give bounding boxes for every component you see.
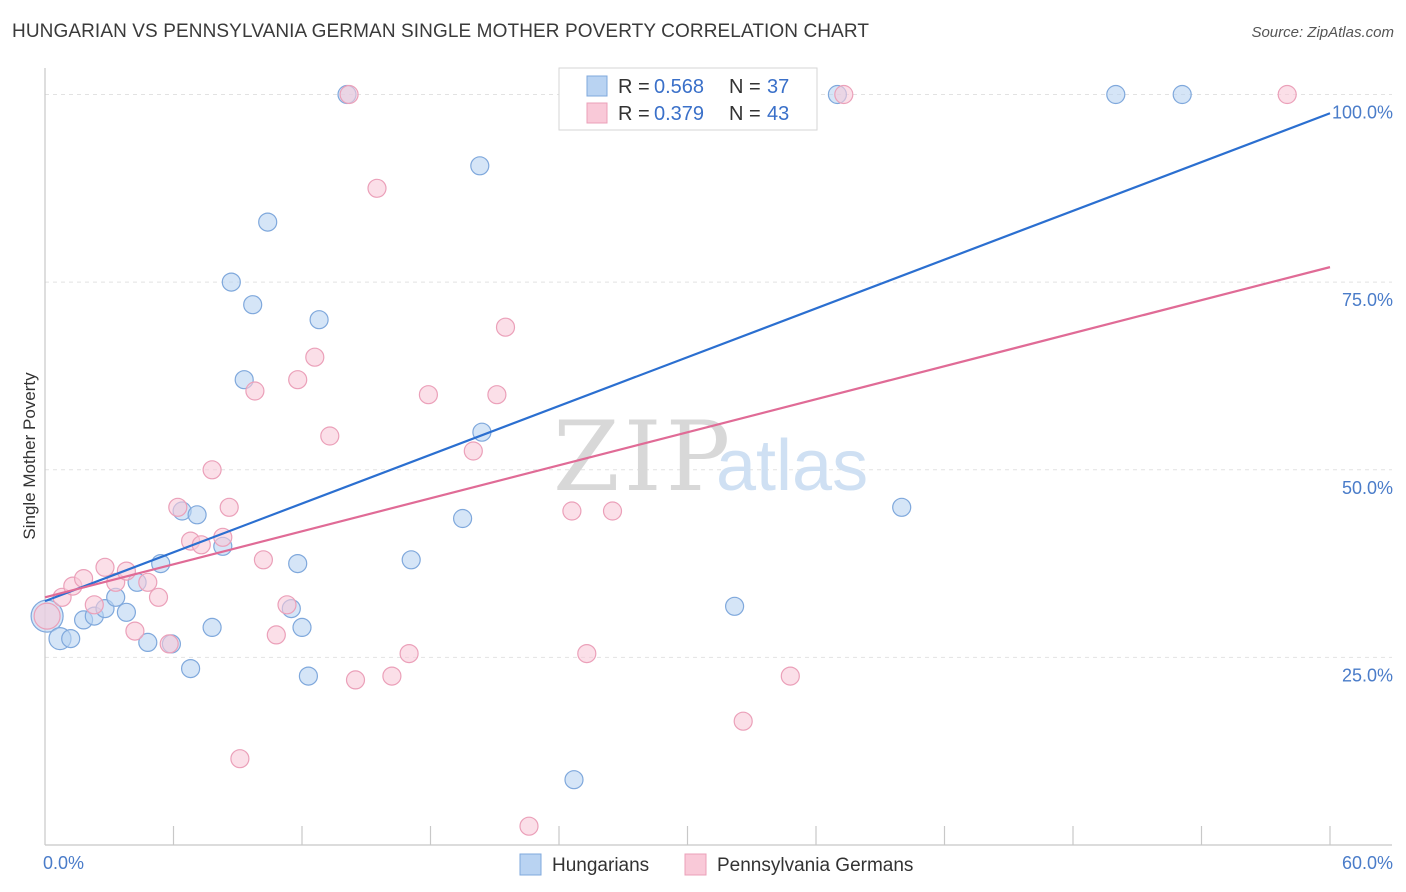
data-point-hungarians (138, 632, 158, 653)
data-point-pennsylvania-germans (33, 602, 61, 630)
data-point-pennsylvania-germans (339, 84, 359, 105)
data-point-pennsylvania-germans (159, 634, 179, 654)
data-point-pennsylvania-germans (125, 621, 145, 641)
data-point-hungarians (564, 770, 584, 790)
data-point-hungarians (470, 156, 490, 176)
data-points (30, 84, 1297, 836)
watermark-zip: ZIP (553, 401, 734, 513)
data-point-hungarians (221, 272, 241, 292)
data-point-pennsylvania-germans (277, 595, 297, 615)
legend-swatch-pennsylvania-germans (586, 102, 608, 124)
data-point-hungarians (258, 212, 278, 232)
y-axis-title: Single Mother Poverty (20, 372, 39, 540)
legend-box: R = 0.568 N = 37 R = 0.379 N = 43 (558, 67, 818, 131)
x-tick-label-max: 60.0% (1342, 853, 1393, 873)
gridlines (45, 94, 1392, 658)
bottom-legend-label-hungarians: Hungarians (552, 855, 649, 876)
legend-r-value-pennsylvania-germans: 0.379 (654, 103, 704, 125)
legend-swatch-hungarians (586, 75, 608, 97)
data-point-hungarians (309, 310, 329, 330)
data-point-pennsylvania-germans (148, 587, 169, 607)
bottom-legend-swatch-pennsylvania-germans (684, 853, 707, 876)
bottom-legend-swatch-hungarians (519, 853, 542, 876)
data-point-hungarians (202, 617, 222, 638)
data-point-hungarians (1106, 84, 1126, 105)
legend-n-label-hungarians: N = (729, 76, 761, 98)
legend-r-label-hungarians: R = (618, 76, 650, 98)
data-point-pennsylvania-germans (288, 370, 308, 390)
data-point-pennsylvania-germans (780, 666, 800, 686)
x-tick-label-min: 0.0% (43, 853, 84, 873)
watermark-atlas: atlas (716, 426, 868, 506)
tick-labels: 25.0% 50.0% 75.0% 100.0% 0.0% 60.0% (43, 103, 1393, 873)
data-point-pennsylvania-germans (495, 317, 516, 337)
data-point-pennsylvania-germans (519, 816, 539, 836)
data-point-pennsylvania-germans (168, 497, 188, 517)
data-point-hungarians (298, 666, 318, 686)
legend-n-value-hungarians: 37 (767, 76, 789, 98)
data-point-pennsylvania-germans (345, 670, 366, 690)
y-tick-label: 100.0% (1332, 103, 1393, 123)
data-point-hungarians (116, 602, 137, 622)
data-point-pennsylvania-germans (230, 749, 250, 769)
data-point-pennsylvania-germans (602, 501, 623, 521)
data-point-pennsylvania-germans (562, 501, 582, 521)
data-point-hungarians (892, 497, 912, 517)
bottom-legend: Hungarians Pennsylvania Germans (519, 853, 913, 876)
data-point-hungarians (61, 628, 81, 649)
data-point-pennsylvania-germans (138, 572, 158, 592)
trend-line-hungarians (44, 112, 1331, 603)
data-point-hungarians (724, 596, 745, 616)
watermark: ZIP atlas (553, 401, 868, 513)
bottom-legend-label-pennsylvania-germans: Pennsylvania Germans (717, 855, 913, 876)
data-point-pennsylvania-germans (463, 441, 483, 461)
y-tick-label: 25.0% (1342, 665, 1393, 685)
data-point-pennsylvania-germans (1277, 84, 1297, 105)
data-point-pennsylvania-germans (418, 385, 438, 405)
data-point-pennsylvania-germans (577, 643, 597, 664)
y-tick-label: 75.0% (1342, 290, 1393, 310)
data-point-hungarians (187, 505, 207, 525)
data-point-pennsylvania-germans (382, 666, 402, 686)
data-point-pennsylvania-germans (834, 84, 854, 105)
legend-r-value-hungarians: 0.568 (654, 76, 704, 98)
data-point-pennsylvania-germans (487, 385, 507, 405)
data-point-pennsylvania-germans (95, 557, 115, 577)
legend-n-value-pennsylvania-germans: 43 (767, 103, 789, 125)
chart-title: HUNGARIAN VS PENNSYLVANIA GERMAN SINGLE … (12, 21, 870, 42)
data-point-pennsylvania-germans (305, 347, 325, 367)
legend-r-label-pennsylvania-germans: R = (618, 103, 650, 125)
data-point-hungarians (1172, 84, 1192, 105)
data-point-pennsylvania-germans (219, 497, 239, 517)
data-point-hungarians (181, 658, 201, 679)
trend-line-pennsylvania-germans (44, 266, 1331, 599)
data-point-pennsylvania-germans (399, 643, 419, 664)
data-point-hungarians (401, 550, 421, 570)
data-point-hungarians (453, 508, 473, 529)
data-point-pennsylvania-germans (245, 381, 265, 401)
data-point-pennsylvania-germans (84, 595, 104, 615)
chart-source: Source: ZipAtlas.com (1251, 24, 1394, 41)
trend-lines (44, 112, 1331, 603)
data-point-pennsylvania-germans (202, 460, 222, 480)
y-tick-label: 50.0% (1342, 478, 1393, 498)
data-point-hungarians (292, 617, 312, 638)
data-point-pennsylvania-germans (733, 711, 753, 731)
data-point-pennsylvania-germans (367, 178, 387, 198)
data-point-pennsylvania-germans (253, 550, 273, 570)
axes (44, 68, 1392, 846)
data-point-hungarians (288, 553, 308, 574)
legend-n-label-pennsylvania-germans: N = (729, 103, 761, 125)
data-point-hungarians (243, 295, 263, 315)
data-point-pennsylvania-germans (320, 426, 340, 446)
data-point-pennsylvania-germans (266, 625, 286, 645)
